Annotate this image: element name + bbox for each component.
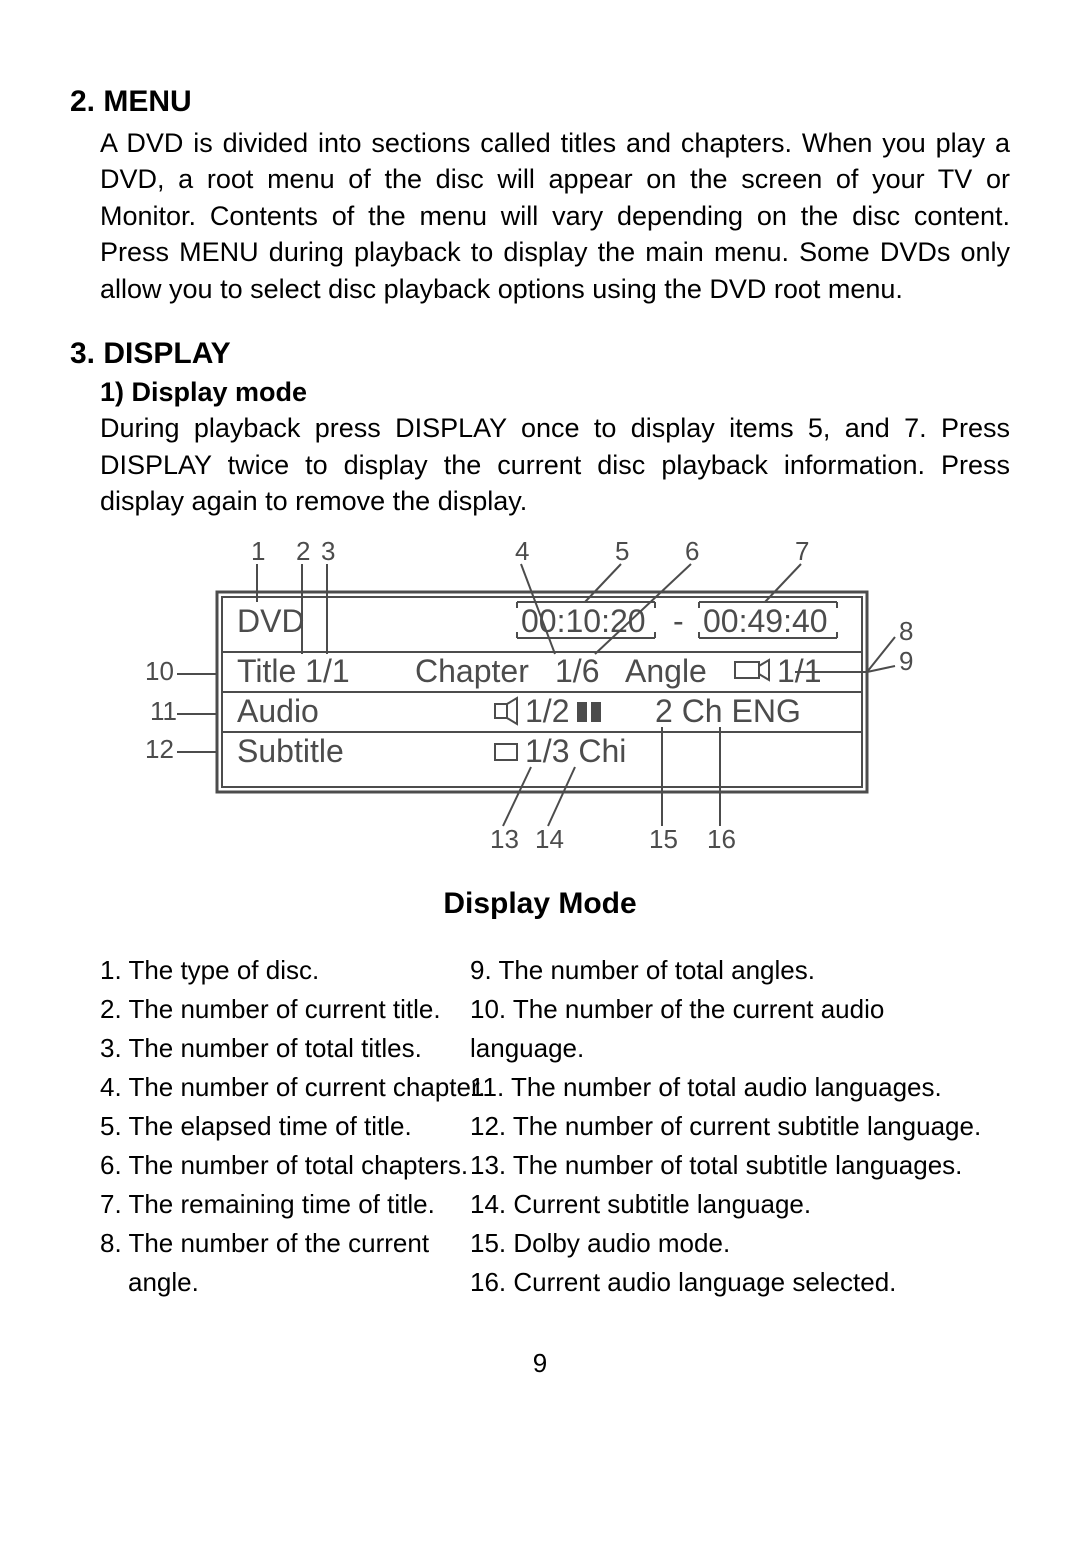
callout-5: 5 (615, 536, 629, 566)
legend-item: 12. The number of current subtitle langu… (470, 1107, 990, 1146)
callout-4: 4 (515, 536, 529, 566)
menu-heading: 2. MENU (70, 85, 1010, 119)
callout-2: 2 (296, 536, 310, 566)
legend-item: 1. The type of disc. (100, 951, 470, 990)
camera-icon (735, 660, 769, 680)
section-menu: 2. MENU A DVD is divided into sections c… (70, 85, 1010, 307)
callout-3: 3 (321, 536, 335, 566)
legend-item: 6. The number of total chapters. (100, 1146, 470, 1185)
lcd-chapter-val: 1/6 (555, 653, 599, 689)
lcd-audio-val: 1/2 (525, 693, 569, 729)
display-subheading: 1) Display mode (100, 377, 1010, 408)
callout-8: 8 (899, 616, 913, 646)
section-display: 3. DISPLAY 1) Display mode During playba… (70, 337, 1010, 519)
legend-item: 14. Current subtitle language. (470, 1185, 990, 1224)
lcd-subtitle-label: Subtitle (237, 733, 344, 769)
lcd-audio-label: Audio (237, 693, 319, 729)
lcd-title: Title 1/1 (237, 653, 350, 689)
dolby-icon (577, 702, 601, 722)
callout-9: 9 (899, 646, 913, 676)
callout-6: 6 (685, 536, 699, 566)
legend-item: 8. The number of the current (100, 1224, 470, 1263)
figure-caption: Display Mode (70, 887, 1010, 921)
lcd-subtitle-val: 1/3 Chi (525, 733, 626, 769)
speaker-icon (495, 698, 517, 724)
legend-item: 16. Current audio language selected. (470, 1263, 990, 1302)
legend-item: angle. (100, 1263, 470, 1302)
page-number: 9 (70, 1348, 1010, 1379)
callout-10: 10 (145, 656, 174, 686)
legend-left-column: 1. The type of disc. 2. The number of cu… (100, 951, 470, 1302)
callout-12: 12 (145, 734, 174, 764)
subtitle-icon (495, 744, 517, 760)
lcd-chapter-label: Chapter (415, 653, 529, 689)
legend-item: 10. The number of the current audio lang… (470, 990, 990, 1068)
display-body: During playback press DISPLAY once to di… (100, 410, 1010, 519)
lcd-dash: - (673, 603, 684, 639)
callout-13: 13 (490, 824, 519, 854)
legend-item: 15. Dolby audio mode. (470, 1224, 990, 1263)
legend-item: 7. The remaining time of title. (100, 1185, 470, 1224)
legend-item: 2. The number of current title. (100, 990, 470, 1029)
callout-11: 11 (150, 696, 177, 726)
legend-right-column: 9. The number of total angles. 10. The n… (470, 951, 990, 1302)
callout-15: 15 (649, 824, 678, 854)
display-heading: 3. DISPLAY (70, 337, 1010, 371)
legend-item: 11. The number of total audio languages. (470, 1068, 990, 1107)
legend-item: 4. The number of current chapter. (100, 1068, 470, 1107)
legend-item: 3. The number of total titles. (100, 1029, 470, 1068)
display-figure: DVD 00:10:20 - 00:49:40 Title 1/1 (70, 532, 1010, 867)
legend-item: 9. The number of total angles. (470, 951, 990, 990)
callout-7: 7 (795, 536, 809, 566)
lcd-audio-mode: 2 Ch ENG (655, 693, 801, 729)
menu-body: A DVD is divided into sections called ti… (100, 125, 1010, 307)
callout-1: 1 (251, 536, 265, 566)
lcd-angle-label: Angle (625, 653, 707, 689)
callout-16: 16 (707, 824, 736, 854)
callout-14: 14 (535, 824, 564, 854)
legend: 1. The type of disc. 2. The number of cu… (100, 951, 1010, 1302)
lcd-elapsed: 00:10:20 (521, 603, 646, 639)
legend-item: 5. The elapsed time of title. (100, 1107, 470, 1146)
manual-page: 2. MENU A DVD is divided into sections c… (0, 0, 1080, 1419)
lcd-remaining: 00:49:40 (703, 603, 828, 639)
lcd-dvd: DVD (237, 603, 305, 639)
legend-item: 13. The number of total subtitle languag… (470, 1146, 990, 1185)
